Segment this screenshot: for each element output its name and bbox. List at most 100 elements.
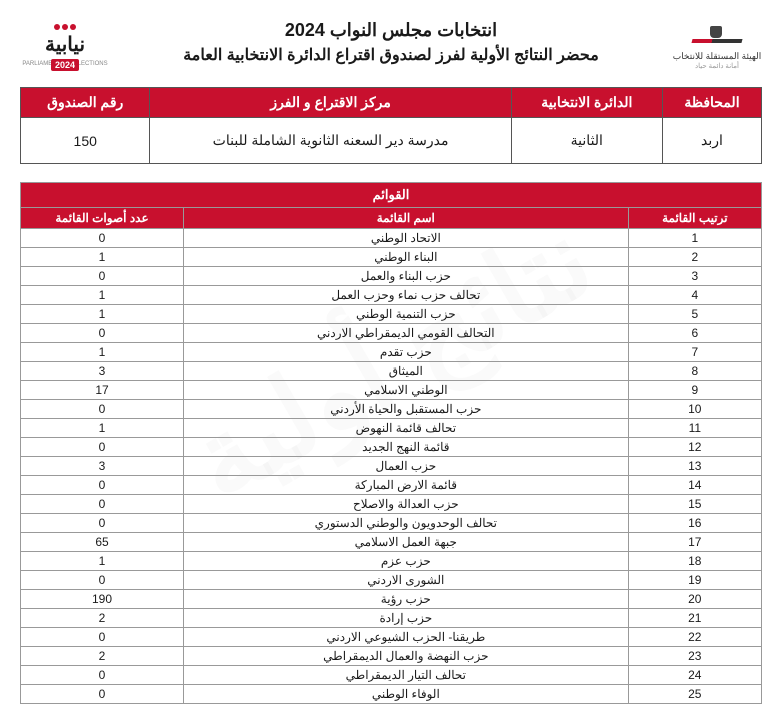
info-header-district: الدائرة الانتخابية [511, 88, 662, 118]
cell-rank: 12 [628, 438, 761, 457]
cell-votes: 0 [21, 267, 184, 286]
cell-votes: 17 [21, 381, 184, 400]
cell-rank: 4 [628, 286, 761, 305]
cell-name: تحالف التيار الديمقراطي [184, 666, 629, 685]
cell-votes: 1 [21, 286, 184, 305]
cell-votes: 1 [21, 552, 184, 571]
cell-name: تحالف الوحدويون والوطني الدستوري [184, 514, 629, 533]
title-main: انتخابات مجلس النواب 2024 [120, 20, 662, 41]
cell-rank: 3 [628, 267, 761, 286]
cell-name: حزب المستقبل والحياة الأردني [184, 400, 629, 419]
cell-name: تحالف حزب نماء وحزب العمل [184, 286, 629, 305]
cell-name: حزب العدالة والاصلاح [184, 495, 629, 514]
cell-rank: 23 [628, 647, 761, 666]
cell-rank: 11 [628, 419, 761, 438]
cell-votes: 0 [21, 476, 184, 495]
elections-logo-text: نيابية [30, 32, 100, 57]
table-row: 6التحالف القومي الديمقراطي الاردني0 [21, 324, 762, 343]
cell-votes: 1 [21, 419, 184, 438]
lists-body: 1الاتحاد الوطني02البناء الوطني13حزب البن… [21, 229, 762, 704]
table-row: 2البناء الوطني1 [21, 248, 762, 267]
logo-dots-icon [30, 24, 100, 30]
year-badge: 2024 [51, 59, 79, 71]
table-row: 16تحالف الوحدويون والوطني الدستوري0 [21, 514, 762, 533]
cell-rank: 7 [628, 343, 761, 362]
info-header-center: مركز الاقتراع و الفرز [150, 88, 511, 118]
table-row: 5حزب التنمية الوطني1 [21, 305, 762, 324]
table-row: 21حزب إرادة2 [21, 609, 762, 628]
cell-votes: 0 [21, 400, 184, 419]
cell-rank: 18 [628, 552, 761, 571]
cell-name: الاتحاد الوطني [184, 229, 629, 248]
table-row: 1الاتحاد الوطني0 [21, 229, 762, 248]
lists-header-rank: ترتيب القائمة [628, 208, 761, 229]
cell-votes: 0 [21, 438, 184, 457]
info-header-box: رقم الصندوق [21, 88, 150, 118]
title-sub: محضر النتائج الأولية لفرز لصندوق اقتراع … [120, 45, 662, 65]
cell-name: جبهة العمل الاسلامي [184, 533, 629, 552]
cell-rank: 1 [628, 229, 761, 248]
cell-rank: 2 [628, 248, 761, 267]
info-value-center: مدرسة دير السعنه الثانوية الشاملة للبنات [150, 118, 511, 164]
cell-votes: 1 [21, 248, 184, 267]
cell-votes: 0 [21, 571, 184, 590]
table-row: 25الوفاء الوطني0 [21, 685, 762, 704]
table-row: 13حزب العمال3 [21, 457, 762, 476]
page-header: الهيئة المستقلة للانتخاب أمانة دائمة حيا… [20, 15, 762, 75]
cell-rank: 9 [628, 381, 761, 400]
cell-rank: 5 [628, 305, 761, 324]
cell-votes: 190 [21, 590, 184, 609]
table-row: 7حزب تقدم1 [21, 343, 762, 362]
cell-votes: 3 [21, 457, 184, 476]
cell-rank: 21 [628, 609, 761, 628]
info-value-district: الثانية [511, 118, 662, 164]
cell-rank: 6 [628, 324, 761, 343]
table-row: 9الوطني الاسلامي17 [21, 381, 762, 400]
cell-votes: 1 [21, 343, 184, 362]
table-row: 19الشورى الاردني0 [21, 571, 762, 590]
header-titles: انتخابات مجلس النواب 2024 محضر النتائج ا… [110, 15, 672, 70]
cell-name: حزب النهضة والعمال الديمقراطي [184, 647, 629, 666]
cell-rank: 22 [628, 628, 761, 647]
cell-rank: 19 [628, 571, 761, 590]
cell-rank: 8 [628, 362, 761, 381]
table-row: 22طريقنا- الحزب الشيوعي الاردني0 [21, 628, 762, 647]
table-row: 18حزب عزم1 [21, 552, 762, 571]
info-value-row: اربد الثانية مدرسة دير السعنه الثانوية ا… [21, 118, 762, 164]
info-header-governorate: المحافظة [662, 88, 761, 118]
cell-rank: 10 [628, 400, 761, 419]
cell-name: قائمة النهج الجديد [184, 438, 629, 457]
cell-name: الشورى الاردني [184, 571, 629, 590]
iec-logo-graphic [692, 21, 742, 51]
cell-votes: 0 [21, 324, 184, 343]
table-row: 24تحالف التيار الديمقراطي0 [21, 666, 762, 685]
info-table: المحافظة الدائرة الانتخابية مركز الاقترا… [20, 87, 762, 164]
cell-rank: 13 [628, 457, 761, 476]
cell-votes: 0 [21, 514, 184, 533]
cell-votes: 0 [21, 628, 184, 647]
table-row: 23حزب النهضة والعمال الديمقراطي2 [21, 647, 762, 666]
info-header-row: المحافظة الدائرة الانتخابية مركز الاقترا… [21, 88, 762, 118]
cell-name: حزب التنمية الوطني [184, 305, 629, 324]
cell-rank: 14 [628, 476, 761, 495]
cell-name: التحالف القومي الديمقراطي الاردني [184, 324, 629, 343]
table-row: 10حزب المستقبل والحياة الأردني0 [21, 400, 762, 419]
cell-votes: 0 [21, 229, 184, 248]
lists-table: القوائم ترتيب القائمة اسم القائمة عدد أص… [20, 182, 762, 704]
cell-rank: 16 [628, 514, 761, 533]
cell-name: حزب البناء والعمل [184, 267, 629, 286]
table-row: 15حزب العدالة والاصلاح0 [21, 495, 762, 514]
cell-name: حزب العمال [184, 457, 629, 476]
table-row: 17جبهة العمل الاسلامي65 [21, 533, 762, 552]
table-row: 8الميثاق3 [21, 362, 762, 381]
cell-votes: 2 [21, 609, 184, 628]
cell-votes: 0 [21, 685, 184, 704]
cell-votes: 3 [21, 362, 184, 381]
cell-votes: 2 [21, 647, 184, 666]
cell-name: البناء الوطني [184, 248, 629, 267]
lists-header-name: اسم القائمة [184, 208, 629, 229]
cell-name: الميثاق [184, 362, 629, 381]
cell-rank: 20 [628, 590, 761, 609]
table-row: 3حزب البناء والعمل0 [21, 267, 762, 286]
table-row: 11تحالف قائمة النهوض1 [21, 419, 762, 438]
